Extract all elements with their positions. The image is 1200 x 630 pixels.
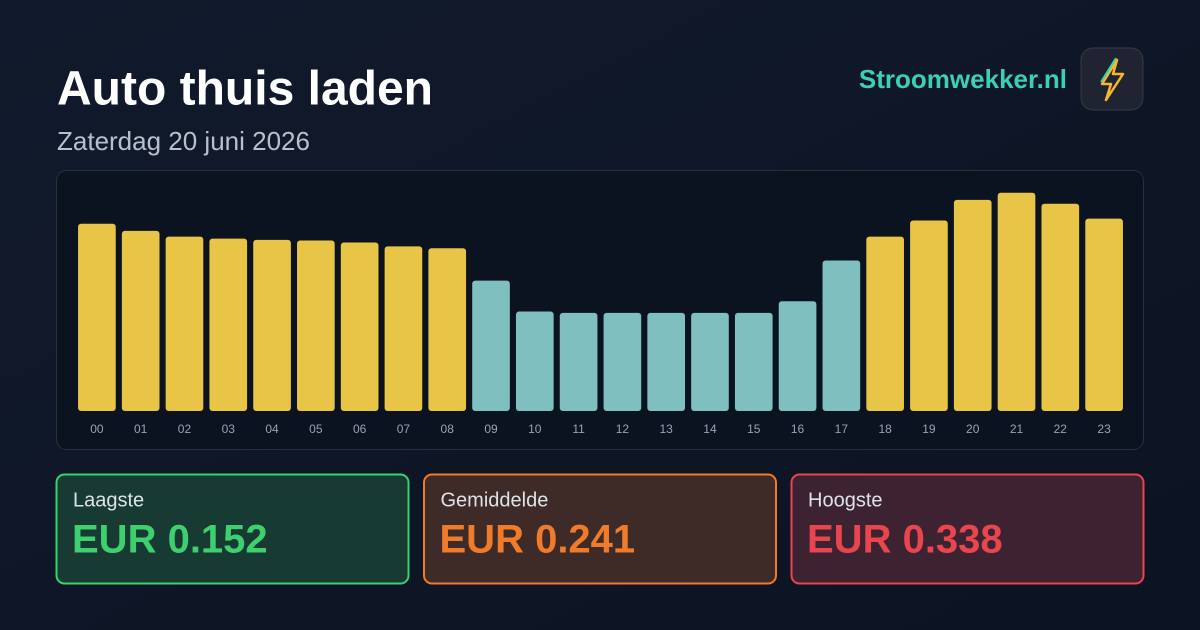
subtitle: Zaterdag 20 juni 2026: [57, 126, 310, 156]
x-tick-label: 18: [878, 422, 892, 436]
x-tick-label: 06: [353, 422, 367, 436]
stat-value: EUR 0.338: [807, 518, 1003, 562]
x-tick-label: 16: [791, 422, 805, 436]
x-tick-label: 23: [1097, 422, 1111, 436]
x-tick-label: 13: [660, 422, 674, 436]
stat-value: EUR 0.241: [440, 518, 636, 562]
stat-card: [790, 473, 1145, 585]
bar: [384, 246, 423, 411]
brand-icon: [1080, 47, 1144, 111]
bar: [603, 312, 642, 411]
x-tick-label: 00: [90, 422, 104, 436]
bar: [953, 199, 992, 411]
stat-card: [55, 473, 410, 585]
x-tick-label: 11: [572, 422, 585, 436]
x-tick-label: 03: [222, 422, 236, 436]
bar: [515, 311, 554, 411]
bolt-icon: [1100, 58, 1125, 102]
x-tick-label: 04: [265, 422, 279, 436]
bar: [1085, 218, 1123, 411]
bar: [209, 238, 248, 411]
bar: [997, 192, 1036, 411]
bar: [78, 223, 116, 411]
bar: [1041, 203, 1080, 411]
stat-label: Laagste: [73, 489, 144, 511]
bar: [340, 242, 379, 411]
bar: [778, 301, 817, 411]
bolt-accent: [1100, 57, 1117, 83]
x-tick-label: 02: [178, 422, 192, 436]
stat-value: EUR 0.152: [72, 518, 268, 562]
bar: [121, 230, 160, 411]
brand: Stroomwekker.nl: [859, 64, 1067, 94]
x-tick-label: 12: [616, 422, 630, 436]
x-tick-label: 05: [309, 422, 323, 436]
x-tick-label: 14: [703, 422, 717, 436]
stat-label: Hoogste: [808, 489, 883, 511]
bar: [428, 248, 467, 411]
stat-card: [423, 473, 777, 585]
bar: [866, 236, 904, 411]
bar: [165, 236, 204, 411]
x-tick-label: 20: [966, 422, 980, 436]
x-tick-label: 22: [1054, 422, 1068, 436]
title: Auto thuis laden: [57, 63, 433, 116]
x-tick-label: 19: [922, 422, 936, 436]
bar: [253, 239, 291, 411]
x-tick-label: 08: [441, 422, 455, 436]
bar: [910, 220, 948, 411]
x-tick-label: 15: [747, 422, 761, 436]
bar: [822, 260, 861, 411]
x-tick-label: 17: [835, 422, 849, 436]
x-tick-label: 01: [134, 422, 148, 436]
bar: [559, 312, 598, 411]
x-tick-label: 09: [484, 422, 498, 436]
bar: [647, 312, 686, 411]
bar: [297, 240, 335, 411]
bar: [691, 312, 729, 411]
x-tick-label: 10: [528, 422, 542, 436]
stat-label: Gemiddelde: [441, 489, 549, 511]
x-tick-label: 07: [397, 422, 411, 436]
x-tick-label: 21: [1010, 422, 1024, 436]
bar: [472, 280, 510, 411]
bar: [734, 312, 773, 411]
